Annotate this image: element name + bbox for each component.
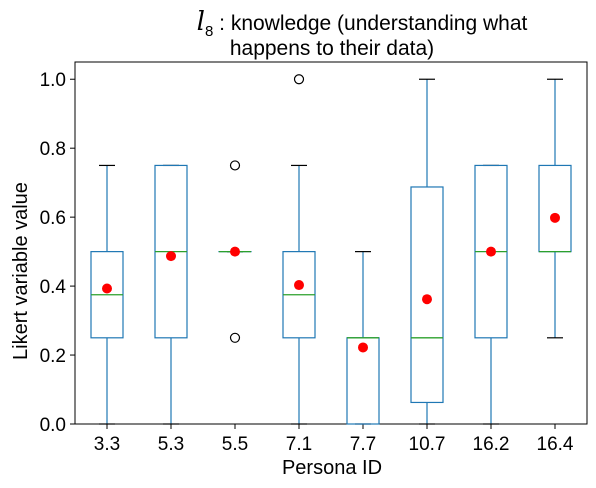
- x-tick-label: 16.2: [473, 434, 510, 455]
- mean-point: [422, 294, 432, 305]
- y-tick-label: 0.8: [40, 139, 66, 160]
- chart-title-line2: happens to their data): [230, 37, 434, 60]
- axes-frame: [74, 61, 588, 425]
- y-axis-label: Likert variable value: [10, 182, 32, 360]
- y-tick-label: 0.6: [40, 208, 66, 229]
- plot-area: 0.0 0.2 0.4 0.6 0.8 1.0 3.3 5.3 5.5 7.1 7.7 10.7 16.…: [40, 61, 588, 455]
- mean-point: [166, 251, 176, 262]
- mean-point: [486, 246, 496, 257]
- x-tick-label: 5.3: [158, 434, 184, 455]
- x-tick-label: 5.5: [222, 434, 248, 455]
- mean-point: [358, 342, 368, 353]
- x-tick-label: 7.1: [286, 434, 312, 455]
- mean-point: [294, 280, 304, 291]
- y-tick-label: 1.0: [40, 70, 66, 91]
- x-tick-label: 7.7: [350, 434, 376, 455]
- chart-title-subscript: 8: [205, 23, 213, 40]
- x-axis-label: Persona ID: [282, 457, 382, 479]
- box-iqr: [538, 164, 572, 253]
- box-iqr: [410, 186, 444, 404]
- chart-title-symbol: l: [197, 7, 205, 37]
- y-tick-label: 0.0: [40, 415, 66, 436]
- x-tick-label: 3.3: [94, 434, 120, 455]
- outlier-point: [293, 74, 305, 85]
- x-tick-label: 16.4: [537, 434, 574, 455]
- chart-title-line1: l8 : knowledge (understanding what: [197, 7, 528, 40]
- mean-point: [550, 212, 560, 223]
- x-tick-label: 10.7: [409, 434, 446, 455]
- chart-title-text: : knowledge (understanding what: [213, 12, 527, 35]
- mean-point: [230, 246, 240, 257]
- y-tick-label: 0.4: [40, 277, 67, 298]
- outlier-point: [229, 160, 241, 171]
- outlier-point: [229, 332, 241, 343]
- mean-point: [102, 283, 112, 294]
- y-tick-label: 0.2: [40, 346, 66, 367]
